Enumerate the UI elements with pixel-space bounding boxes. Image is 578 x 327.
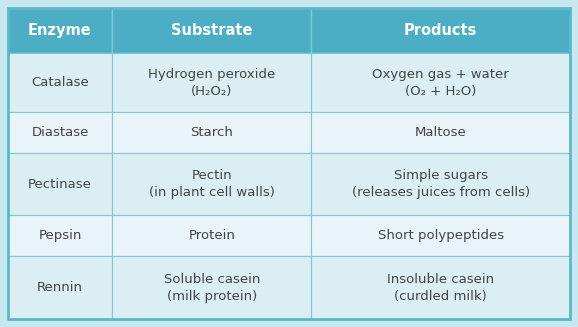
Text: Maltose: Maltose (415, 126, 466, 139)
Text: Pectin
(in plant cell walls): Pectin (in plant cell walls) (149, 169, 275, 199)
Text: Catalase: Catalase (31, 76, 89, 89)
Text: Insoluble casein
(curdled milk): Insoluble casein (curdled milk) (387, 273, 494, 303)
Bar (8, 153, 112, 215)
Text: Products: Products (404, 23, 477, 38)
Text: Substrate: Substrate (171, 23, 253, 38)
Bar (312, 8, 570, 53)
Bar (112, 53, 312, 112)
Bar (8, 53, 112, 112)
Bar (312, 53, 570, 112)
Text: Pectinase: Pectinase (28, 178, 92, 191)
Bar (112, 215, 312, 256)
Bar (112, 153, 312, 215)
Bar (312, 215, 570, 256)
Text: Simple sugars
(releases juices from cells): Simple sugars (releases juices from cell… (351, 169, 530, 199)
Bar (8, 112, 112, 153)
Bar (8, 8, 112, 53)
Bar (112, 8, 312, 53)
Bar (8, 215, 112, 256)
Bar (312, 153, 570, 215)
Text: Starch: Starch (190, 126, 233, 139)
Text: Soluble casein
(milk protein): Soluble casein (milk protein) (164, 273, 260, 303)
Text: Hydrogen peroxide
(H₂O₂): Hydrogen peroxide (H₂O₂) (148, 67, 275, 97)
Bar (112, 256, 312, 319)
Text: Diastase: Diastase (31, 126, 88, 139)
Bar (312, 112, 570, 153)
Bar (112, 112, 312, 153)
Text: Pepsin: Pepsin (38, 229, 81, 242)
Bar (312, 256, 570, 319)
Text: Oxygen gas + water
(O₂ + H₂O): Oxygen gas + water (O₂ + H₂O) (372, 67, 509, 97)
Text: Rennin: Rennin (37, 281, 83, 294)
Bar (8, 256, 112, 319)
Text: Enzyme: Enzyme (28, 23, 92, 38)
Text: Protein: Protein (188, 229, 235, 242)
Text: Short polypeptides: Short polypeptides (377, 229, 504, 242)
